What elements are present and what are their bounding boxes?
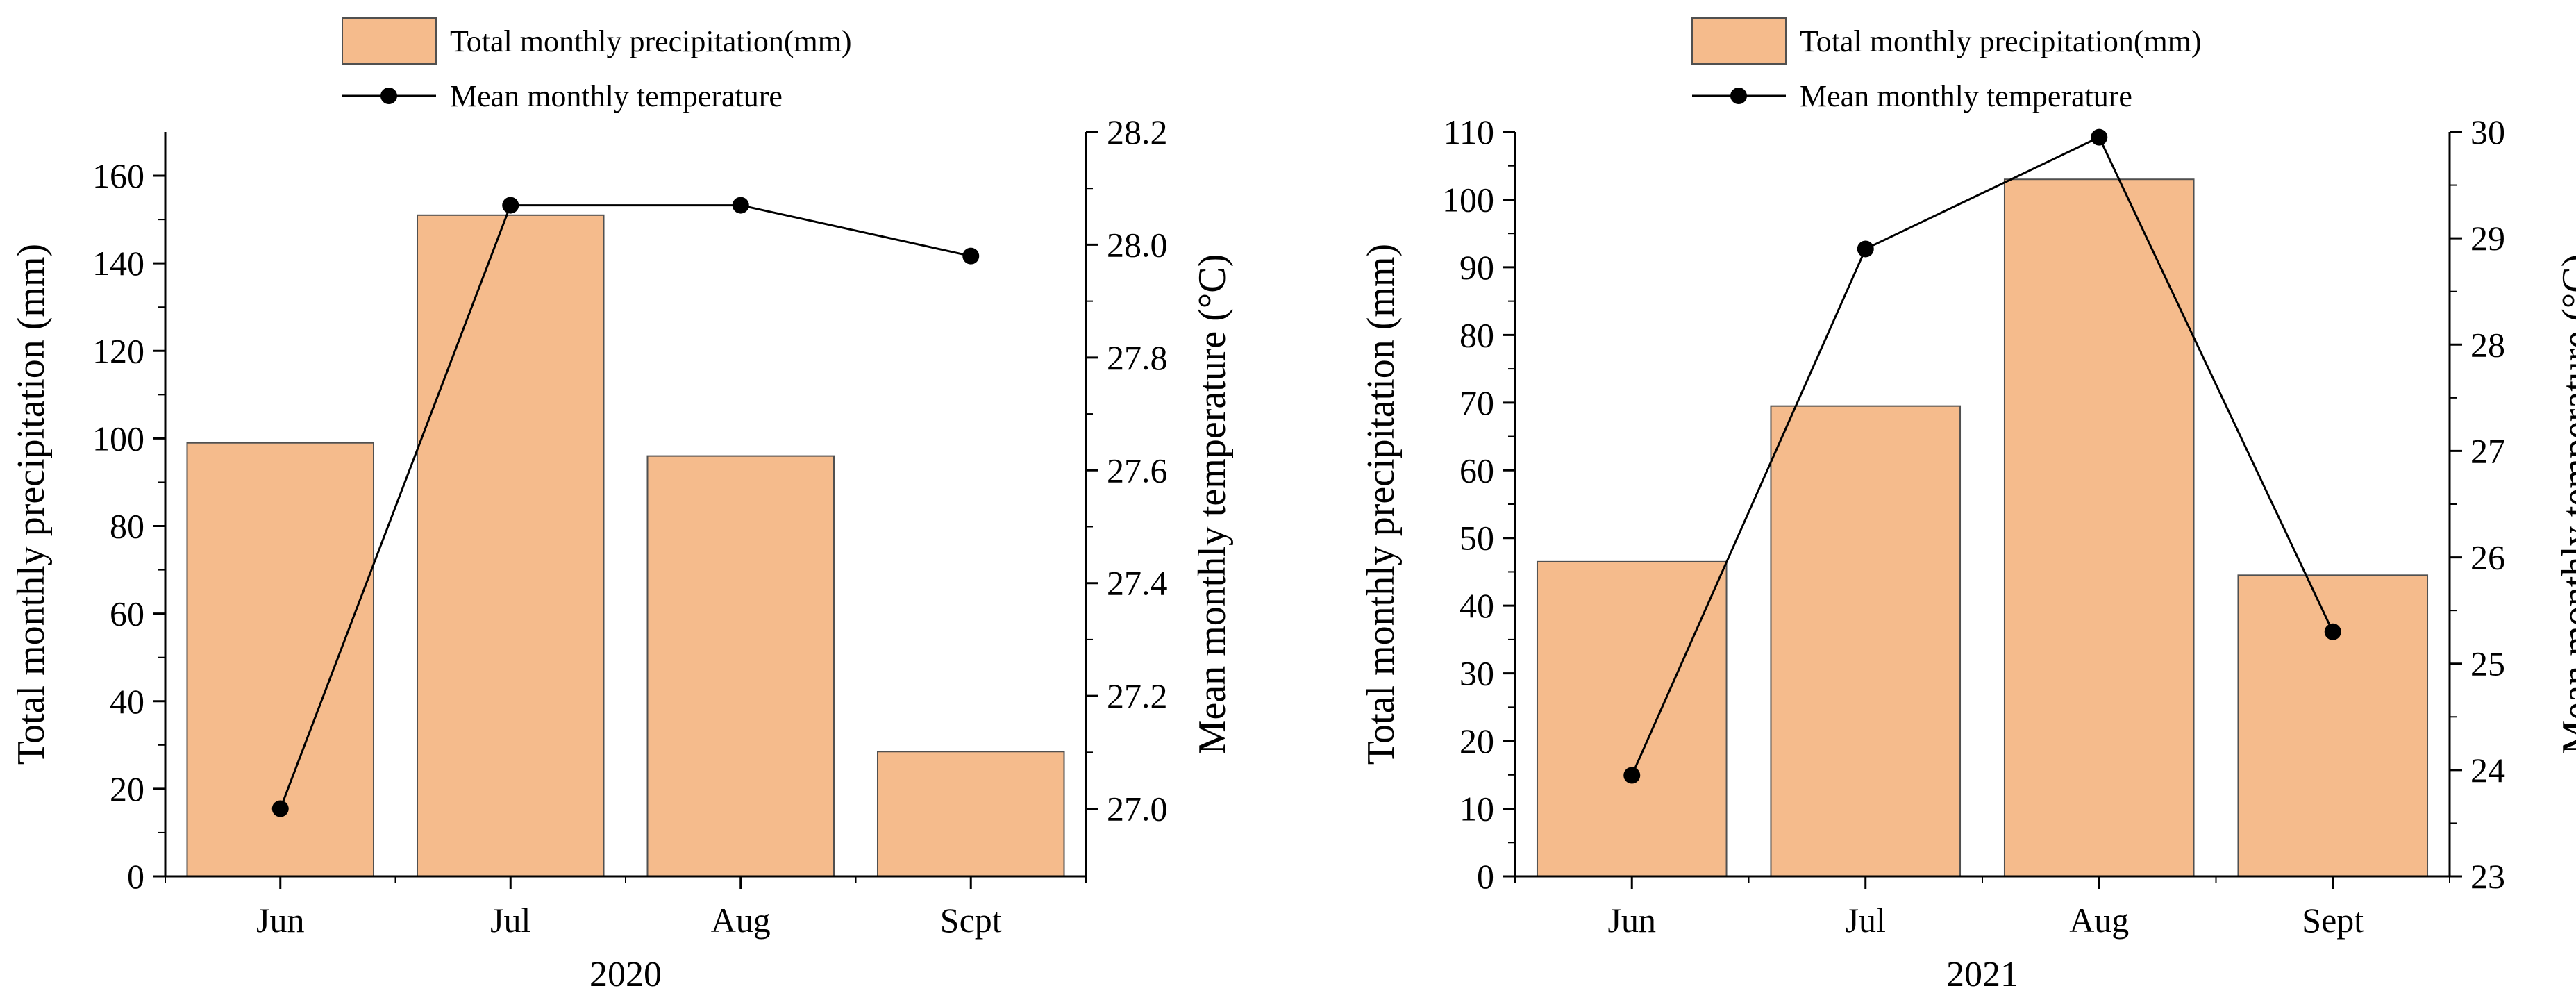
x-tick-label-jul: Jul bbox=[490, 901, 530, 940]
left-tick-label: 100 bbox=[92, 419, 144, 458]
right-axis-title: Mean monthly temperature (°C) bbox=[2554, 254, 2576, 755]
temperature-line bbox=[1630, 135, 2334, 776]
x-tick-label-aug: Aug bbox=[2069, 901, 2129, 940]
temperature-point-aug bbox=[732, 197, 749, 214]
legend-temp-label: Mean monthly temperature bbox=[1800, 79, 2132, 113]
right-tick-label: 24 bbox=[2470, 751, 2505, 790]
temperature-point-jun bbox=[271, 800, 289, 817]
right-tick-label: 27 bbox=[2470, 431, 2505, 470]
temperature-line bbox=[279, 204, 971, 810]
right-tick-label: 28 bbox=[2470, 325, 2505, 364]
chart-2020: 0 20 40 60 80 100 120 140 160 27.0 27.2 27.4 27.6 27.… bbox=[10, 17, 1234, 994]
left-axis-title: Total monthly precipitation (mm) bbox=[10, 244, 53, 765]
legend-temp-marker bbox=[1730, 88, 1747, 104]
legend-temp-marker bbox=[380, 88, 397, 104]
left-tick-label: 100 bbox=[1442, 180, 1494, 219]
x-tick-label-scpt: Scpt bbox=[940, 901, 1002, 940]
left-tick-label: 10 bbox=[1460, 790, 1494, 828]
legend-temp-label: Mean monthly temperature bbox=[450, 79, 783, 113]
left-tick-label: 140 bbox=[92, 244, 144, 283]
temperature-point-jul bbox=[1857, 240, 1874, 258]
temperature-point-jun bbox=[1623, 767, 1641, 784]
x-tick-label-jun: Jun bbox=[256, 901, 304, 940]
right-tick-label: 23 bbox=[2470, 857, 2505, 896]
left-axis-title: Total monthly precipitation (mm) bbox=[1360, 244, 1403, 765]
left-tick-label: 110 bbox=[1444, 112, 1494, 151]
chart-2021: 0 10 20 30 40 50 60 70 80 90 100 110 23 24 25 26 27 28 29 3… bbox=[1360, 17, 2576, 994]
legend-precip-swatch bbox=[1691, 17, 1787, 65]
left-tick-label: 90 bbox=[1460, 248, 1494, 287]
precip-bar-aug bbox=[2003, 178, 2195, 877]
precip-bar-jul bbox=[1770, 405, 1962, 877]
legend-precip-swatch bbox=[342, 17, 437, 65]
temperature-point-scpt bbox=[962, 247, 980, 265]
right-tick-label: 28.0 bbox=[1107, 225, 1168, 264]
year-label: 2021 bbox=[1946, 955, 2018, 994]
x-tick-label-sept: Sept bbox=[2302, 901, 2364, 940]
left-tick-label: 160 bbox=[92, 156, 144, 195]
x-tick-label-aug: Aug bbox=[711, 901, 771, 940]
legend-precip-label: Total monthly precipitation(mm) bbox=[1800, 24, 2202, 58]
left-tick-label: 120 bbox=[92, 331, 144, 370]
year-label: 2020 bbox=[589, 955, 662, 994]
right-tick-label: 28.2 bbox=[1107, 112, 1168, 151]
temperature-point-aug bbox=[2091, 128, 2108, 146]
x-tick-label-jun: Jun bbox=[1608, 901, 1656, 940]
left-tick-label: 30 bbox=[1460, 654, 1494, 693]
left-tick-label: 60 bbox=[1460, 451, 1494, 490]
left-tick-label: 0 bbox=[127, 857, 144, 896]
precip-bar-jun bbox=[1536, 560, 1728, 877]
right-tick-label: 27.4 bbox=[1107, 564, 1168, 603]
right-tick-label: 27.0 bbox=[1107, 790, 1168, 828]
precip-bar-aug bbox=[646, 455, 835, 877]
left-tick-label: 20 bbox=[1460, 722, 1494, 760]
right-tick-label: 30 bbox=[2470, 112, 2505, 151]
temperature-point-sept bbox=[2324, 623, 2341, 640]
left-tick-label: 40 bbox=[110, 682, 144, 721]
right-tick-label: 29 bbox=[2470, 219, 2505, 258]
precip-bar-sept bbox=[2237, 574, 2429, 877]
left-tick-label: 0 bbox=[1477, 857, 1494, 896]
precip-bar-scpt bbox=[876, 751, 1065, 877]
right-tick-label: 25 bbox=[2470, 644, 2505, 683]
left-tick-label: 60 bbox=[110, 594, 144, 633]
precip-bar-jul bbox=[416, 214, 605, 877]
left-tick-label: 50 bbox=[1460, 519, 1494, 558]
right-tick-label: 27.8 bbox=[1107, 338, 1168, 377]
left-tick-label: 80 bbox=[110, 507, 144, 546]
right-axis-title: Mean monthly temperature (°C) bbox=[1191, 254, 1234, 755]
temperature-point-jul bbox=[502, 197, 519, 214]
left-tick-label: 70 bbox=[1460, 383, 1494, 422]
left-tick-label: 20 bbox=[110, 769, 144, 808]
legend-precip-label: Total monthly precipitation(mm) bbox=[450, 24, 852, 58]
right-tick-label: 26 bbox=[2470, 538, 2505, 577]
right-tick-label: 27.2 bbox=[1107, 676, 1168, 715]
right-tick-label: 27.6 bbox=[1107, 451, 1168, 490]
x-tick-label-jul: Jul bbox=[1846, 901, 1886, 940]
left-tick-label: 40 bbox=[1460, 586, 1494, 625]
left-tick-label: 80 bbox=[1460, 315, 1494, 354]
